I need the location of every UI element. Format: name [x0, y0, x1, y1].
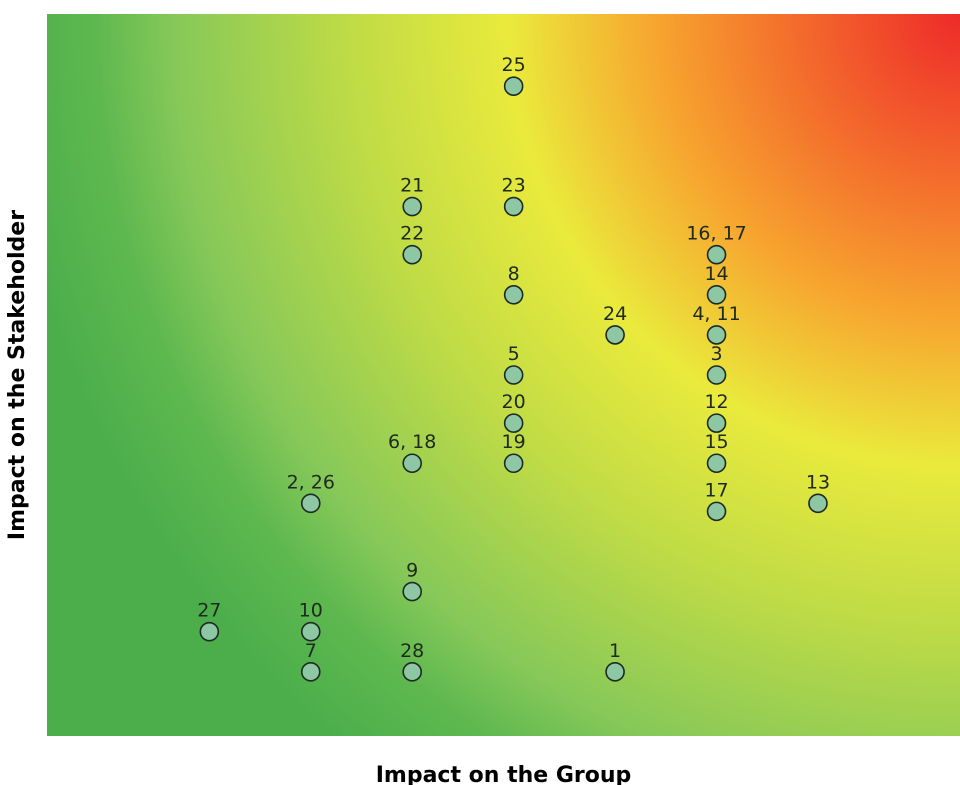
point-marker [706, 284, 727, 305]
point-label: 25 [502, 54, 526, 76]
point-label: 13 [806, 471, 830, 493]
point-label: 12 [704, 391, 728, 413]
data-point: 6, 18 [388, 431, 436, 474]
point-marker [605, 325, 625, 345]
point-marker [503, 76, 524, 96]
data-point: 19 [502, 431, 526, 474]
point-marker [503, 413, 524, 433]
point-label: 19 [502, 431, 526, 453]
data-point: 5 [503, 343, 524, 385]
point-label: 2, 26 [287, 471, 335, 493]
point-label: 3 [710, 343, 722, 365]
data-point: 28 [400, 640, 424, 682]
point-marker [402, 244, 423, 265]
point-marker [605, 662, 625, 682]
data-point: 20 [502, 391, 526, 433]
data-point: 21 [400, 175, 424, 217]
point-label: 22 [400, 223, 424, 245]
point-marker [706, 453, 727, 474]
data-point: 4, 11 [692, 303, 741, 345]
point-marker [503, 196, 524, 217]
point-label: 5 [508, 343, 520, 365]
point-marker [402, 581, 423, 602]
point-marker [706, 365, 727, 385]
point-marker [808, 493, 828, 514]
point-marker [503, 284, 524, 305]
point-label: 21 [400, 175, 424, 197]
point-marker [300, 662, 321, 682]
data-point: 14 [704, 263, 729, 305]
data-point: 25 [502, 54, 526, 96]
data-point: 13 [806, 471, 830, 514]
point-label: 28 [400, 640, 424, 662]
point-label: 9 [406, 560, 418, 582]
y-axis-title: Impact on the Stakeholder [5, 210, 30, 540]
data-point: 12 [704, 391, 729, 433]
data-point: 27 [197, 600, 221, 642]
point-label: 6, 18 [388, 431, 436, 453]
data-point: 16, 17 [686, 223, 747, 265]
data-point: 23 [502, 175, 526, 217]
point-marker [503, 365, 524, 385]
point-marker [706, 501, 727, 522]
point-label: 27 [197, 600, 221, 622]
point-label: 10 [299, 600, 323, 622]
point-label: 17 [704, 479, 728, 501]
point-marker [503, 453, 524, 474]
data-point: 1 [605, 640, 625, 682]
data-point: 17 [704, 479, 729, 522]
point-label: 8 [508, 263, 520, 285]
point-marker [402, 453, 423, 474]
point-label: 1 [609, 640, 621, 662]
data-point: 8 [503, 263, 524, 305]
point-label: 16, 17 [686, 223, 746, 245]
point-marker [402, 662, 423, 682]
point-label: 14 [704, 263, 728, 285]
data-point: 15 [704, 431, 729, 474]
plot-area [47, 14, 960, 736]
point-marker [199, 621, 220, 642]
data-point: 9 [402, 560, 423, 602]
point-label: 4, 11 [692, 303, 740, 325]
data-point: 2, 26 [287, 471, 335, 514]
point-label: 15 [704, 431, 728, 453]
point-label: 24 [603, 303, 627, 325]
point-marker [706, 325, 727, 345]
point-label: 7 [305, 640, 317, 662]
data-point: 7 [300, 640, 321, 682]
data-point: 24 [603, 303, 627, 345]
point-label: 23 [502, 175, 526, 197]
point-marker [402, 196, 423, 217]
data-point: 22 [400, 223, 424, 265]
data-point: 10 [299, 600, 323, 642]
data-point: 3 [706, 343, 727, 385]
point-marker [300, 493, 321, 514]
point-marker [706, 244, 727, 265]
point-marker [706, 413, 727, 433]
x-axis-title: Impact on the Group [376, 763, 632, 785]
point-marker [300, 621, 321, 642]
point-label: 20 [502, 391, 526, 413]
